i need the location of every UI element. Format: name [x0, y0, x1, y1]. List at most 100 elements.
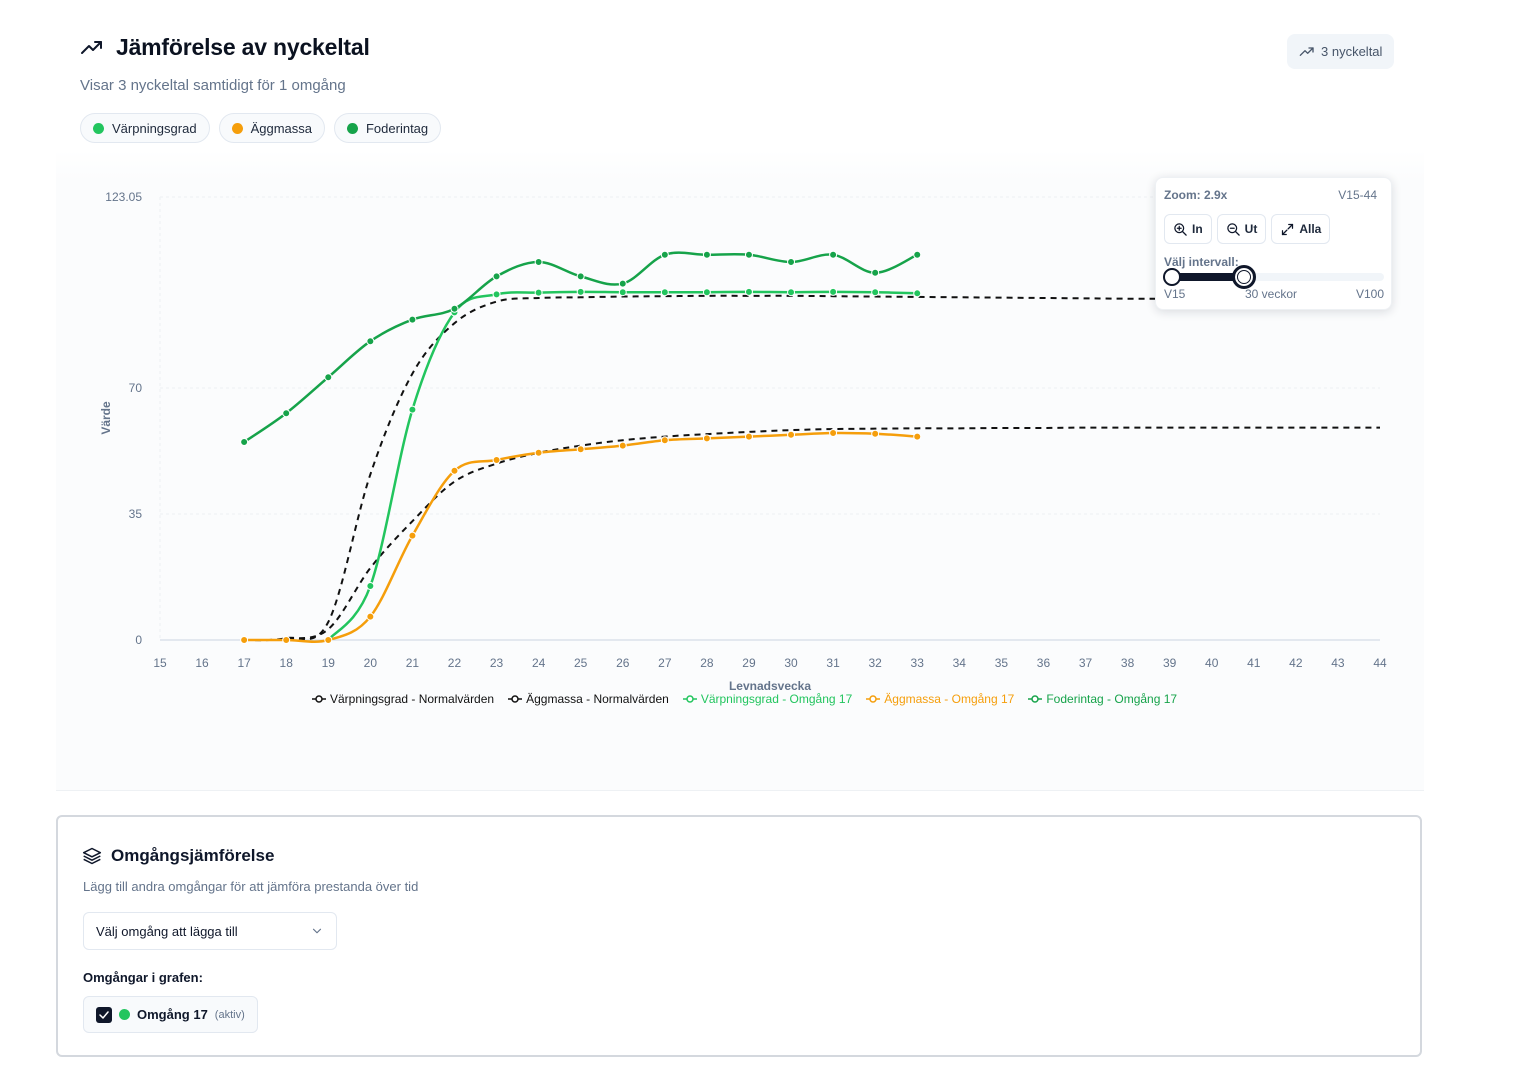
x-tick-label: 40 [1205, 656, 1219, 670]
zoom-in-button[interactable]: In [1164, 214, 1212, 244]
series-line [244, 431, 918, 643]
title-row: Jämförelse av nyckeltal [80, 34, 370, 61]
data-point [787, 257, 796, 266]
data-point [408, 315, 417, 324]
x-tick-label: 26 [616, 656, 630, 670]
legend-item[interactable]: Äggmassa - Omgång 17 [866, 692, 1014, 706]
x-tick-label: 20 [364, 656, 378, 670]
zoom-all-label: Alla [1299, 222, 1322, 236]
zoom-out-icon [1226, 222, 1240, 236]
y-axis-title: Värde [99, 401, 113, 435]
data-point [871, 429, 880, 438]
run-comparison-card: Omgångsjämförelse Lägg till andra omgång… [56, 815, 1422, 1057]
x-tick-label: 41 [1247, 656, 1261, 670]
run-comparison-header: Omgångsjämförelse [82, 846, 274, 866]
x-tick-label: 43 [1331, 656, 1345, 670]
x-tick-label: 38 [1121, 656, 1135, 670]
y-tick-label: 70 [129, 381, 143, 395]
run-color-dot [119, 1009, 130, 1020]
series-line [243, 251, 918, 444]
x-tick-label: 39 [1163, 656, 1177, 670]
check-icon [99, 1010, 109, 1019]
color-dot [231, 122, 243, 134]
data-point [324, 373, 333, 382]
interval-slider-range [1172, 273, 1245, 281]
page-title: Jämförelse av nyckeltal [116, 34, 370, 60]
series-line [327, 290, 918, 641]
x-tick-label: 25 [574, 656, 588, 670]
data-point [450, 466, 459, 475]
legend-line-icon [508, 695, 523, 703]
run-chip-omgang-17[interactable]: Omgång 17 (aktiv) [83, 996, 258, 1033]
interval-slider-start-handle[interactable] [1163, 268, 1181, 286]
data-point [408, 531, 417, 540]
legend-marker [315, 695, 323, 703]
run-checkbox[interactable] [96, 1006, 112, 1023]
data-point [282, 409, 291, 418]
expand-icon [1282, 223, 1294, 235]
x-tick-label: 28 [700, 656, 714, 670]
x-tick-label: 23 [490, 656, 504, 670]
data-point [702, 288, 711, 297]
interval-slider-end-handle[interactable] [1232, 265, 1257, 289]
x-tick-label: 18 [280, 656, 294, 670]
zoom-all-button[interactable]: Alla [1271, 214, 1331, 244]
x-tick-label: 19 [322, 656, 336, 670]
kpi-chip-label: Foderintag [365, 120, 429, 136]
data-point [702, 250, 711, 259]
zoom-buttons: In Ut Alla [1164, 214, 1331, 244]
add-run-select[interactable]: Välj omgång att lägga till [83, 912, 337, 950]
legend-label: Foderintag - Omgång 17 [1046, 692, 1178, 706]
zoom-out-button[interactable]: Ut [1216, 214, 1267, 244]
legend-line-icon [682, 695, 697, 703]
zoom-in-icon [1174, 222, 1187, 236]
data-point [534, 288, 543, 297]
kpi-chip-list: Värpningsgrad Äggmassa Foderintag [80, 113, 442, 143]
x-tick-label: 22 [448, 656, 462, 670]
x-axis-title: Levnadsvecka [729, 679, 811, 693]
run-name: Omgång 17 [137, 1007, 208, 1022]
legend-line-icon [1028, 695, 1043, 703]
color-dot [346, 122, 358, 134]
kpi-chip-aggmassa[interactable]: Äggmassa [218, 113, 325, 143]
interval-slider-track[interactable] [1172, 273, 1384, 281]
data-point [450, 304, 459, 313]
data-point [366, 337, 375, 346]
x-tick-label: 29 [742, 656, 756, 670]
data-point [576, 272, 585, 281]
series-line [244, 294, 1380, 642]
kpi-chip-foderintag[interactable]: Foderintag [333, 113, 442, 143]
x-tick-label: 15 [153, 656, 167, 670]
legend-item[interactable]: Värpningsgrad - Normalvärden [312, 692, 494, 706]
trending-up-icon [1299, 46, 1314, 56]
x-tick-label: 33 [911, 656, 925, 670]
legend-marker [869, 695, 878, 703]
slider-span-label: 30 veckor [1245, 287, 1298, 301]
data-point [240, 636, 249, 644]
y-tick-label: 35 [129, 507, 143, 521]
zoom-in-label: In [1192, 222, 1203, 236]
legend-item[interactable]: Äggmassa - Normalvärden [508, 692, 669, 706]
data-point [534, 448, 543, 457]
legend-label: Äggmassa - Omgång 17 [884, 692, 1015, 706]
data-point [492, 456, 501, 464]
color-dot [93, 122, 104, 134]
data-point [534, 257, 543, 266]
data-point [660, 288, 669, 297]
add-run-select-value: Välj omgång att lägga till [96, 923, 238, 939]
legend-item[interactable]: Foderintag - Omgång 17 [1028, 692, 1177, 706]
x-tick-label: 16 [195, 656, 209, 670]
kpi-chip-varpningsgrad[interactable]: Värpningsgrad [80, 113, 210, 143]
legend-label: Värpningsgrad - Omgång 17 [700, 692, 853, 706]
legend-item[interactable]: Värpningsgrad - Omgång 17 [682, 692, 853, 706]
chart-legend: Värpningsgrad - Normalvärden Äggmassa - N… [312, 692, 1177, 706]
x-tick-label: 37 [1079, 656, 1093, 670]
kpi-chip-label: Värpningsgrad [112, 120, 197, 136]
data-point [871, 288, 880, 297]
data-point [787, 430, 796, 439]
kpi-chip-label: Äggmassa [250, 120, 312, 136]
data-point [324, 636, 333, 644]
line-chart: 0 35 70 123.05 15 16 17 18 19 20 21 22 23 24 25 26 27 28 2… [99, 190, 1387, 693]
x-tick-label: 27 [658, 656, 672, 670]
run-status-tag: (aktiv) [214, 1008, 245, 1021]
